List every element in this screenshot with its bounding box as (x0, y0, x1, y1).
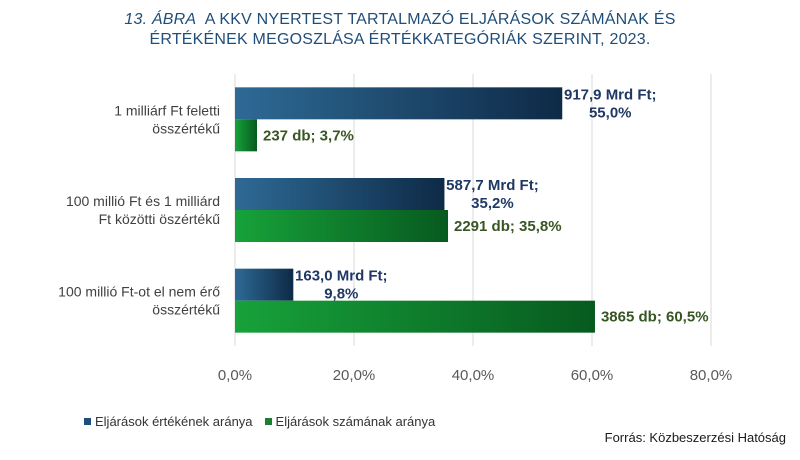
data-label-count: 237 db; 3,7% (263, 127, 354, 144)
x-tick-label: 0,0% (218, 367, 252, 384)
x-tick-label: 80,0% (690, 367, 733, 384)
legend-label-count: Eljárások számának aránya (275, 414, 436, 429)
x-tick-label: 60,0% (571, 367, 614, 384)
legend-item-value: Eljárások értékének aránya (84, 414, 253, 429)
title-line-1: A KKV NYERTEST TARTALMAZÓ ELJÁRÁSOK SZÁM… (204, 11, 676, 28)
title-prefix: 13. ÁBRA (124, 11, 197, 28)
data-label-value: 587,7 Mrd Ft; (446, 177, 539, 194)
legend: Eljárások értékének aránya Eljárások szá… (84, 414, 435, 429)
data-labels: 917,9 Mrd Ft;55,0% 237 db; 3,7% 587,7 Mrd … (263, 86, 709, 325)
category-label: összértékű (152, 120, 220, 136)
category-label: 100 millió Ft-ot el nem érő (58, 284, 220, 300)
bar-value (235, 87, 563, 120)
data-label-value: 917,9 Mrd Ft; (564, 86, 657, 103)
data-label-count: 2291 db; 35,8% (454, 218, 562, 235)
chart-title: 13. ÁBRA A KKV NYERTEST TARTALMAZÓ ELJÁR… (0, 10, 800, 50)
category-label: 1 milliárf Ft feletti (114, 102, 220, 118)
x-tick-label: 40,0% (452, 367, 495, 384)
bar-count (235, 210, 449, 242)
category-label: összértékű (152, 302, 220, 318)
data-label-value: 55,0% (589, 104, 632, 121)
category-label: Ft közötti öszértékű (99, 211, 221, 227)
legend-swatch-count (264, 418, 272, 425)
data-label-value: 9,8% (324, 286, 358, 303)
category-labels: 1 milliárf Ft feletti összértékű 100 milli… (58, 102, 220, 317)
data-label-value: 163,0 Mrd Ft; (295, 268, 388, 285)
data-label-count: 3865 db; 60,5% (601, 309, 709, 326)
bar-value (235, 178, 445, 210)
bars (235, 87, 595, 333)
title-line-2: ÉRTÉKÉNEK MEGOSZLÁSA ÉRTÉKKATEGÓRIÁK SZE… (149, 31, 651, 48)
legend-item-count: Eljárások számának aránya (264, 414, 436, 429)
legend-label-value: Eljárások értékének aránya (95, 414, 253, 429)
bar-count (235, 300, 595, 333)
legend-swatch-value (84, 418, 91, 425)
data-label-value: 35,2% (471, 195, 514, 212)
category-label: 100 millió Ft és 1 milliárd (66, 193, 220, 209)
x-tick-label: 20,0% (333, 367, 376, 384)
source-note: Forrás: Közbeszerzési Hatóság (604, 430, 786, 445)
x-tick-labels: 0,0% 20,0% 40,0% 60,0% 80,0% (218, 367, 732, 384)
bar-value (235, 268, 294, 301)
bar-count (235, 119, 258, 152)
